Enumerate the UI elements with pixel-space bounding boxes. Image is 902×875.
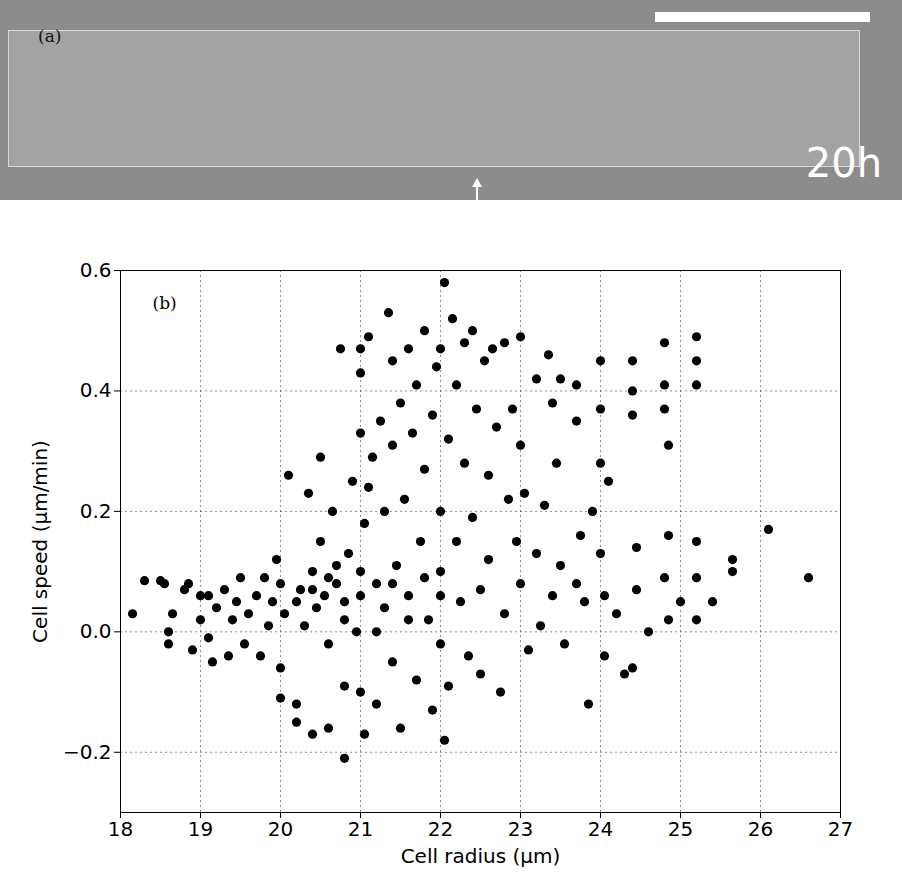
svg-text:0.0: 0.0 [80, 619, 112, 643]
svg-text:Cell speed (μm/min): Cell speed (μm/min) [28, 440, 52, 643]
html-text:20h: 20h [805, 140, 882, 186]
svg-text:27: 27 [828, 817, 853, 841]
svg-text:0.2: 0.2 [80, 499, 112, 523]
svg-text:18: 18 [108, 817, 133, 841]
svg-text:24: 24 [588, 817, 613, 841]
svg-text:26: 26 [748, 817, 773, 841]
svg-text:0.6: 0.6 [80, 258, 112, 282]
html-text:(a): (a) [38, 26, 62, 46]
svg-text:−0.2: −0.2 [63, 740, 112, 764]
svg-text:23: 23 [508, 817, 533, 841]
svg-text:25: 25 [668, 817, 693, 841]
svg-text:20: 20 [268, 817, 293, 841]
svg-text:21: 21 [348, 817, 373, 841]
svg-text:(b): (b) [153, 293, 177, 313]
svg-text:Cell radius (μm): Cell radius (μm) [401, 844, 561, 868]
svg-text:22: 22 [428, 817, 453, 841]
svg-text:0.4: 0.4 [80, 378, 112, 402]
svg-text:19: 19 [188, 817, 213, 841]
